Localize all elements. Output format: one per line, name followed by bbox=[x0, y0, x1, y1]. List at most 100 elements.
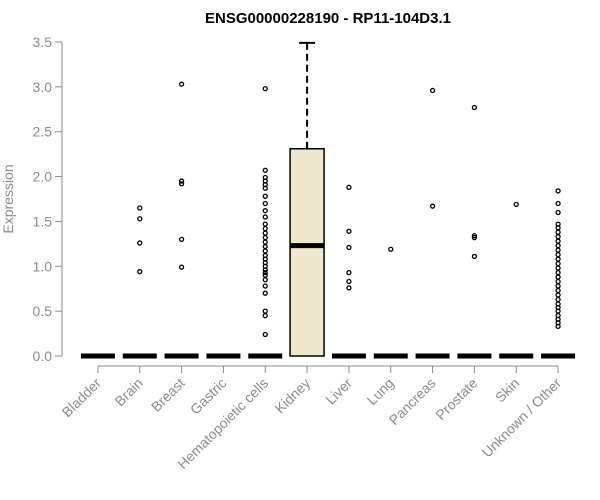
x-tick-label: Pancreas bbox=[386, 375, 439, 428]
outlier-point bbox=[555, 238, 561, 244]
box-group bbox=[331, 184, 366, 359]
outlier-point bbox=[513, 201, 519, 208]
outlier-point bbox=[346, 269, 352, 276]
outlier-point bbox=[262, 283, 268, 289]
outlier-point bbox=[262, 86, 268, 92]
outlier-point bbox=[555, 296, 561, 303]
box-group bbox=[122, 205, 157, 359]
outlier-point bbox=[555, 287, 561, 294]
outlier-point bbox=[262, 272, 268, 278]
outlier-point bbox=[346, 244, 352, 251]
y-tick-label: 2.5 bbox=[33, 124, 53, 140]
outlier-point bbox=[471, 104, 478, 111]
outlier-point bbox=[555, 243, 561, 249]
y-axis: 0.0 0.5 1.0 1.5 2.0 2.5 3.0 3.5 bbox=[33, 34, 63, 364]
box-group bbox=[499, 201, 534, 359]
outlier-point bbox=[262, 208, 268, 214]
y-tick-label: 2.0 bbox=[33, 169, 53, 185]
outlier-point bbox=[262, 290, 268, 296]
outlier-point bbox=[137, 240, 143, 246]
y-tick-label: 0.5 bbox=[33, 303, 53, 319]
outlier-point bbox=[555, 229, 561, 235]
outlier-point bbox=[262, 167, 268, 173]
outlier-point bbox=[178, 178, 185, 184]
x-tick-label: Skin bbox=[492, 375, 523, 406]
box-series bbox=[80, 41, 576, 359]
outlier-point bbox=[262, 269, 268, 276]
x-tick-label: Prostate bbox=[432, 375, 480, 423]
outlier-point bbox=[178, 81, 185, 87]
outlier-point bbox=[555, 278, 561, 285]
outlier-point bbox=[262, 200, 268, 207]
outlier-point bbox=[555, 247, 561, 253]
outlier-point bbox=[262, 331, 268, 338]
outlier-point bbox=[262, 308, 268, 314]
outlier-point bbox=[555, 301, 561, 307]
outlier-point bbox=[346, 278, 352, 285]
outlier-point bbox=[137, 205, 143, 211]
outlier-point bbox=[555, 260, 561, 267]
outlier-point bbox=[555, 234, 561, 240]
outlier-point bbox=[262, 243, 268, 250]
x-tick-label: Liver bbox=[322, 375, 355, 408]
outlier-point bbox=[262, 234, 268, 241]
outlier-point bbox=[262, 225, 268, 232]
outlier-point bbox=[262, 252, 268, 259]
x-tick-label: Lung bbox=[364, 375, 397, 408]
outlier-point bbox=[429, 87, 436, 94]
outlier-point bbox=[555, 209, 561, 216]
outlier-point bbox=[555, 251, 561, 258]
box-group bbox=[415, 87, 450, 359]
outlier-point bbox=[471, 234, 478, 241]
outlier-point bbox=[178, 264, 185, 270]
outlier-point bbox=[262, 214, 268, 220]
x-tick-label: Brain bbox=[111, 375, 145, 409]
outlier-point bbox=[555, 269, 561, 276]
y-tick-label: 3.5 bbox=[33, 34, 53, 50]
outlier-point bbox=[262, 312, 268, 319]
outlier-point bbox=[262, 277, 268, 283]
x-tick-label: Unknown / Other bbox=[479, 375, 565, 461]
outlier-point bbox=[555, 221, 561, 227]
box-group bbox=[289, 41, 325, 357]
outlier-point bbox=[346, 228, 352, 234]
outlier-point bbox=[555, 265, 561, 271]
outlier-point bbox=[346, 184, 352, 190]
box-group bbox=[248, 86, 283, 359]
box-group bbox=[541, 188, 576, 359]
outlier-point bbox=[555, 283, 561, 289]
y-axis-title: Expression bbox=[0, 164, 16, 233]
x-tick-label: Breast bbox=[148, 375, 188, 415]
x-tick-label: Kidney bbox=[272, 375, 314, 417]
outlier-point bbox=[555, 274, 561, 280]
outlier-point bbox=[555, 200, 561, 207]
box-group bbox=[457, 104, 492, 359]
outlier-point bbox=[555, 256, 561, 262]
outlier-point bbox=[262, 174, 268, 181]
chart-title: ENSG00000228190 - RP11-104D3.1 bbox=[205, 10, 451, 27]
outlier-point bbox=[137, 216, 143, 222]
outlier-point bbox=[262, 193, 268, 199]
y-tick-label: 0.0 bbox=[33, 348, 53, 364]
outlier-point bbox=[262, 221, 268, 227]
outlier-point bbox=[178, 181, 185, 187]
y-tick-label: 1.5 bbox=[33, 213, 53, 229]
outlier-point bbox=[262, 230, 268, 236]
box-group bbox=[373, 246, 408, 359]
outlier-point bbox=[555, 312, 561, 319]
outlier-point bbox=[388, 246, 394, 252]
box bbox=[289, 148, 325, 357]
outlier-point bbox=[429, 203, 436, 209]
outlier-point bbox=[178, 236, 185, 243]
y-tick-label: 1.0 bbox=[33, 258, 53, 274]
y-tick-label: 3.0 bbox=[33, 79, 53, 95]
outlier-point bbox=[262, 239, 268, 245]
box-group bbox=[164, 81, 199, 359]
outlier-point bbox=[137, 269, 143, 275]
x-tick-label: Bladder bbox=[59, 375, 105, 421]
outlier-point bbox=[346, 285, 352, 291]
outlier-point bbox=[262, 248, 268, 254]
outlier-point bbox=[471, 233, 478, 239]
